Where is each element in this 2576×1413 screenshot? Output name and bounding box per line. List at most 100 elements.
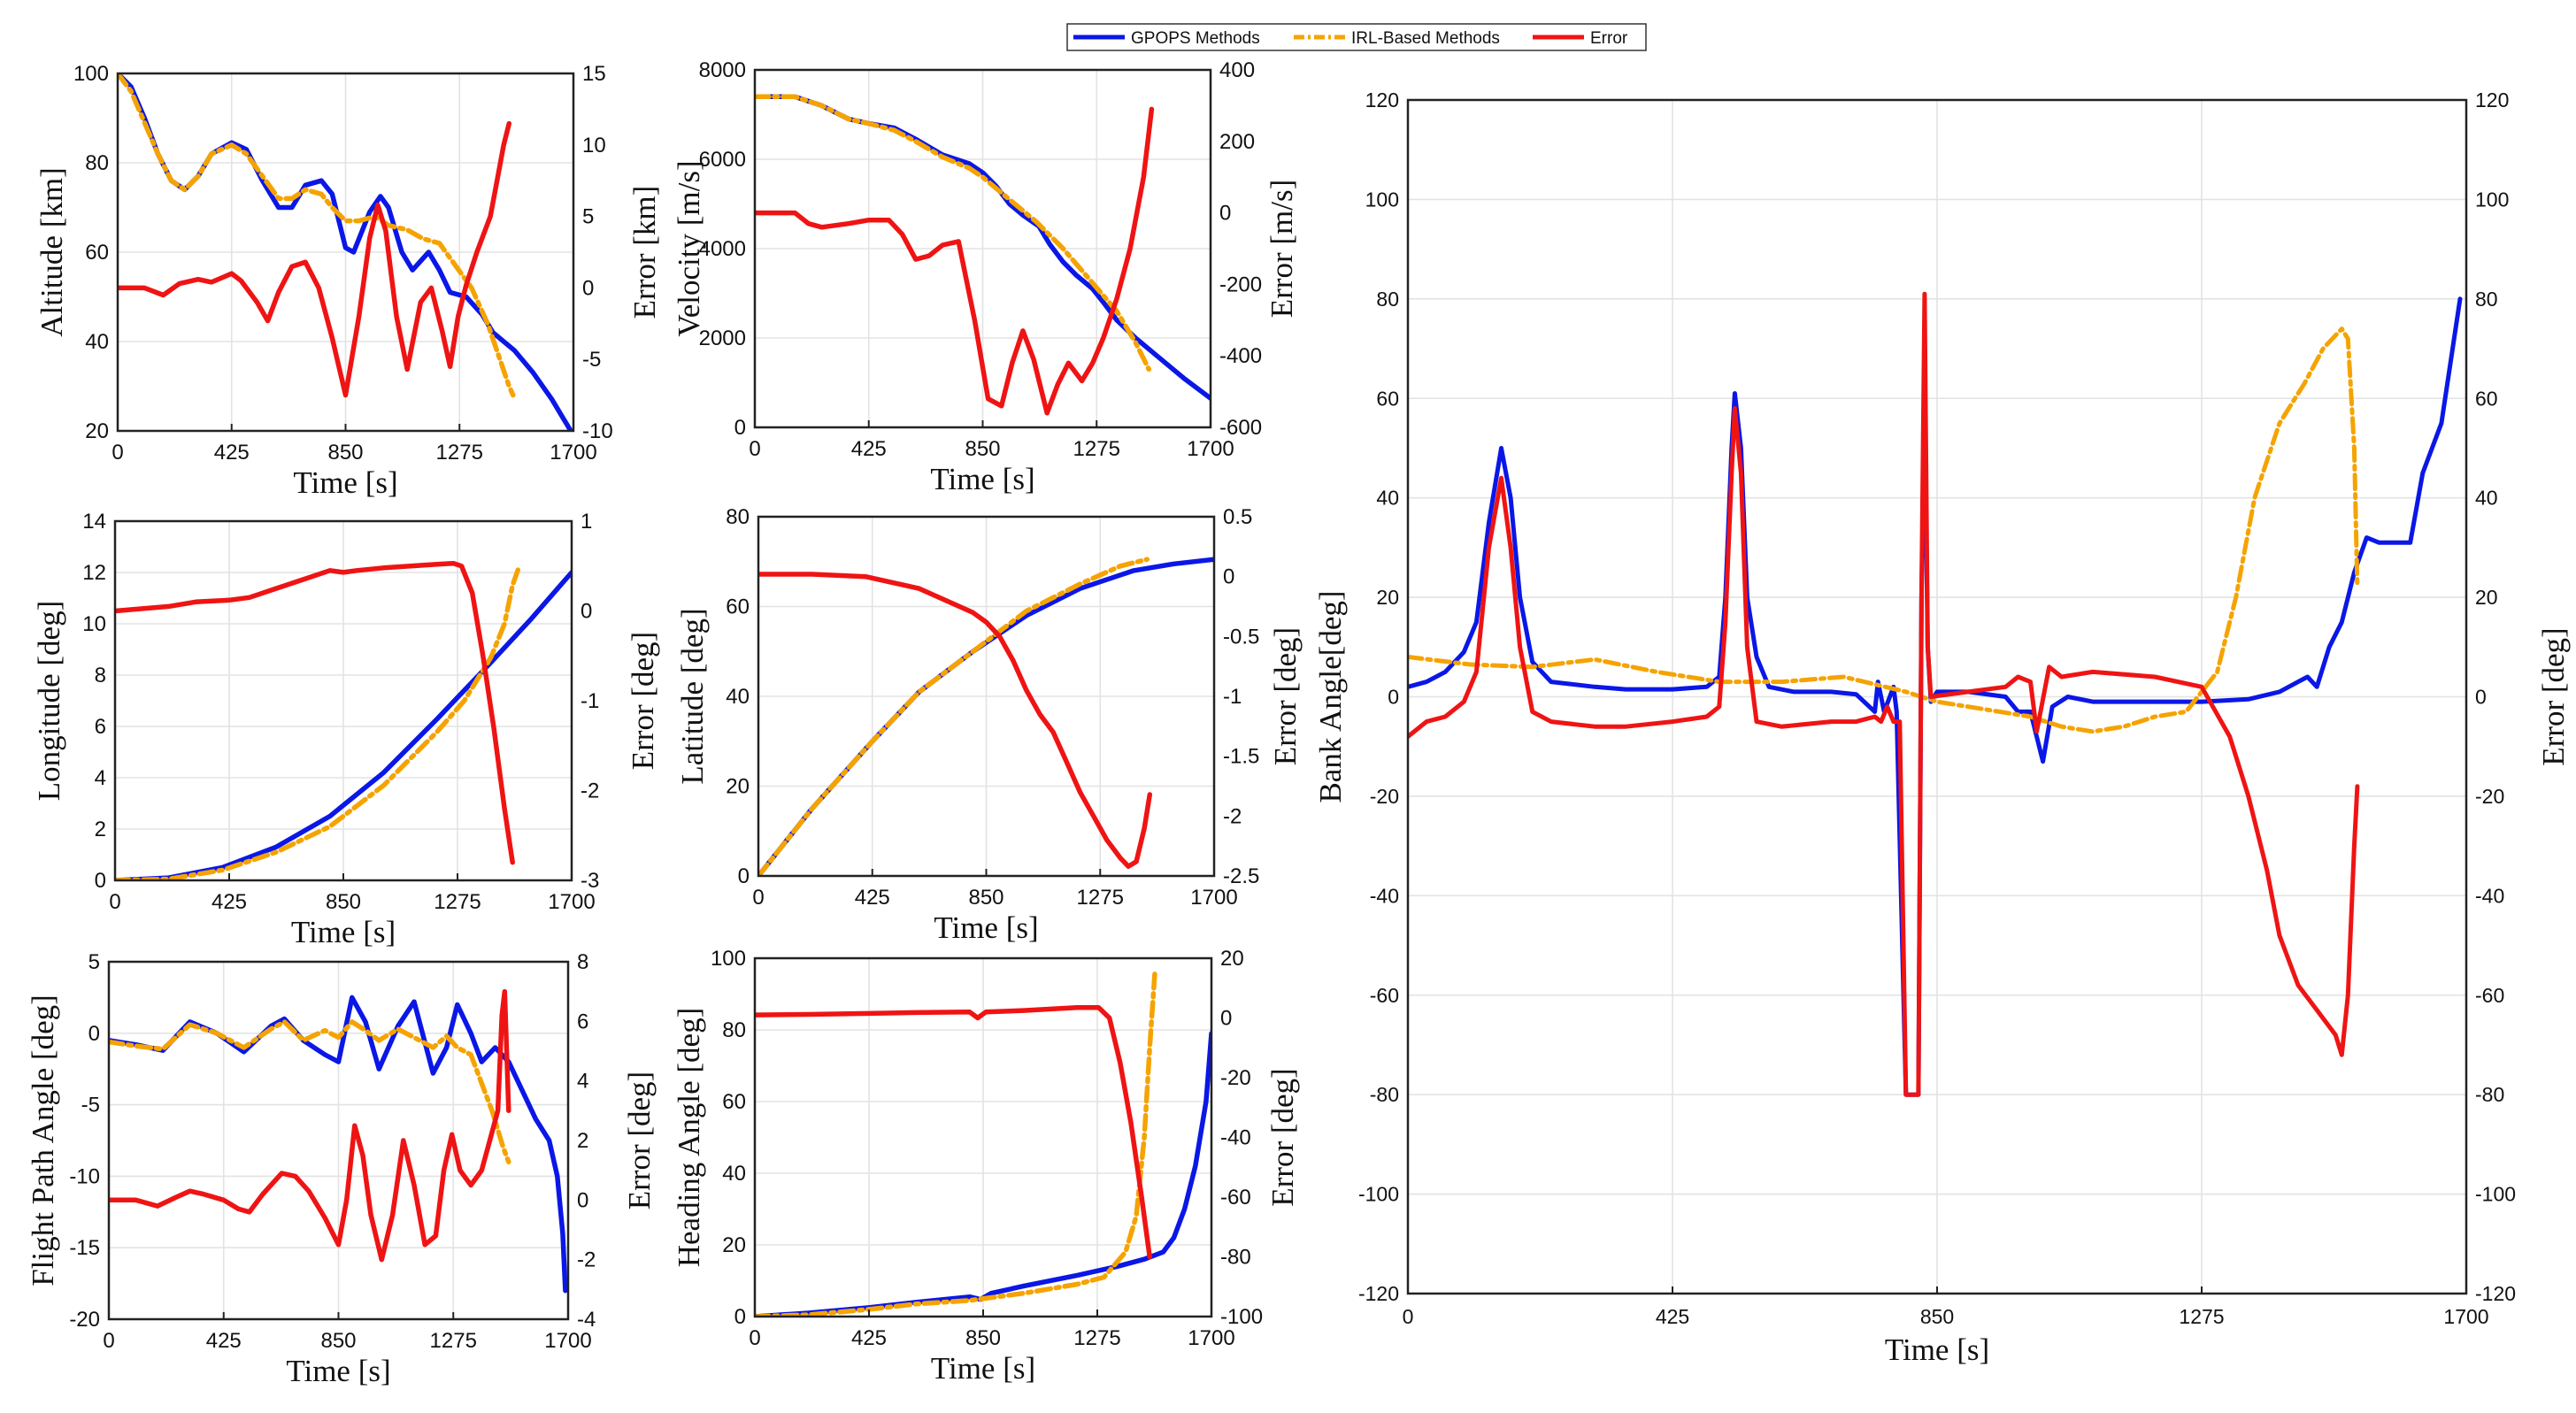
- series-irl-based-methods: [755, 966, 1158, 1317]
- y-tick-label: -10: [69, 1164, 100, 1188]
- series-gpops-methods: [115, 570, 572, 880]
- y2-tick-label: 100: [2475, 188, 2509, 211]
- series-error: [118, 120, 512, 398]
- y-tick-label: 6: [95, 715, 106, 739]
- y2-tick-label: 1: [581, 510, 592, 534]
- chart-altitude: 0 425 850 1275 1700 20 40 60 80 100 -10 -5 0 5 10 15 Tim…: [35, 62, 662, 500]
- y-tick-label: 0: [734, 1305, 746, 1329]
- chart-velocity: 0 425 850 1275 170002000400060008000-600-400…: [672, 58, 1299, 496]
- y-tick-label: 20: [722, 1233, 746, 1257]
- y2-tick-label: -1: [581, 689, 599, 713]
- x-tick-label: 425: [1656, 1305, 1689, 1328]
- y2-tick-label: 200: [1219, 130, 1255, 154]
- series-error: [755, 106, 1155, 416]
- series-irl-based-methods: [758, 557, 1150, 876]
- y2-tick-label: -2.5: [1223, 864, 1259, 888]
- y2-tick-label: 120: [2475, 88, 2509, 111]
- y-tick-label: 80: [722, 1018, 746, 1042]
- y2-tick-label: 6: [577, 1010, 588, 1033]
- y-tick-label: 4000: [699, 237, 746, 261]
- x-tick-label: 425: [206, 1329, 242, 1353]
- y-tick-label: 60: [1376, 387, 1399, 410]
- x-tick-label: 850: [1920, 1305, 1954, 1328]
- y2-tick-label: -4: [577, 1308, 596, 1332]
- y2-tick-label: 5: [582, 205, 594, 229]
- x-tick-label: 0: [749, 437, 760, 461]
- chart-latitude: 0 425 850 1275 1700 0 20 40 60 80 -2.5 -2 -1.5 -1 -0.5…: [675, 505, 1303, 945]
- y-tick-label: 0: [95, 869, 106, 893]
- chart-bank-angle: 0 425 850 1275 1700-120-100-80-60-40-2002040…: [1313, 88, 2571, 1367]
- y2-tick-label: -80: [1220, 1246, 1251, 1270]
- y-tick-label: 60: [726, 595, 750, 619]
- y2-axis-title: Error [m/s]: [1265, 180, 1299, 318]
- y-tick-label: 4: [95, 766, 106, 790]
- x-tick-label: 0: [111, 441, 123, 465]
- y2-tick-label: -2: [1223, 804, 1242, 828]
- y-tick-label: 100: [73, 62, 109, 86]
- series-irl-based-methods: [109, 1019, 511, 1164]
- x-tick-label: 425: [855, 886, 890, 910]
- x-axis-title: Time [s]: [1885, 1332, 1989, 1367]
- y-tick-label: 14: [82, 510, 106, 534]
- y-tick-label: 8000: [699, 58, 746, 82]
- y2-tick-label: 400: [1219, 58, 1255, 82]
- x-tick-label: 1275: [436, 441, 483, 465]
- y2-tick-label: -200: [1219, 273, 1262, 296]
- x-tick-label: 0: [749, 1326, 760, 1350]
- y-tick-label: 60: [85, 241, 109, 265]
- x-axis-title: Time [s]: [934, 910, 1038, 945]
- y-tick-label: 40: [85, 330, 109, 354]
- y-tick-label: 0: [1388, 686, 1399, 709]
- y-tick-label: 40: [722, 1162, 746, 1186]
- x-tick-label: 1275: [434, 890, 481, 914]
- x-tick-label: 1275: [2179, 1305, 2224, 1328]
- series-gpops-methods: [109, 994, 568, 1294]
- x-tick-label: 1275: [1073, 1326, 1120, 1350]
- y-tick-label: 100: [711, 947, 746, 971]
- x-tick-label: 850: [965, 1326, 1001, 1350]
- x-tick-label: 425: [214, 441, 250, 465]
- y2-tick-label: 0: [582, 276, 594, 300]
- y-axis-title: Heading Angle [deg]: [672, 1008, 706, 1268]
- legend-label: GPOPS Methods: [1131, 29, 1260, 48]
- x-tick-label: 425: [851, 1326, 887, 1350]
- legend: GPOPS Methods IRL-Based Methods Error: [1066, 23, 1647, 51]
- x-axis-title: Time [s]: [293, 465, 397, 500]
- y-tick-label: 2000: [699, 326, 746, 350]
- x-tick-label: 1700: [1187, 437, 1234, 461]
- y2-tick-label: 0: [581, 600, 592, 624]
- y-tick-label: 20: [726, 775, 750, 799]
- y-tick-label: 6000: [699, 148, 746, 172]
- chart-flight-path-angle: 0 425 850 1275 1700-20-15-10-505-4-202468Tim…: [26, 950, 657, 1388]
- x-tick-label: 1700: [1190, 886, 1237, 910]
- x-tick-label: 425: [211, 890, 247, 914]
- y2-tick-label: -400: [1219, 344, 1262, 368]
- series-irl-based-methods: [1408, 326, 2360, 734]
- y-tick-label: -60: [1370, 984, 1399, 1007]
- x-tick-label: 425: [851, 437, 887, 461]
- y-tick-label: 80: [85, 151, 109, 175]
- y-tick-label: 8: [95, 664, 106, 687]
- y-tick-label: -40: [1370, 884, 1399, 907]
- y2-axis-title: Error [deg]: [1265, 1068, 1300, 1206]
- x-axis-title: Time [s]: [931, 1351, 1035, 1386]
- y2-tick-label: -5: [582, 348, 601, 372]
- y-tick-label: -80: [1370, 1083, 1399, 1106]
- y2-axis-title: Error [deg]: [1268, 627, 1303, 765]
- y2-tick-label: 0: [1223, 565, 1234, 589]
- y-tick-label: -20: [69, 1308, 100, 1332]
- y-tick-label: 10: [82, 612, 106, 636]
- y-tick-label: -20: [1370, 785, 1399, 808]
- y2-tick-label: 10: [582, 134, 606, 157]
- x-tick-label: 1275: [1077, 886, 1124, 910]
- x-tick-label: 0: [109, 890, 120, 914]
- y-tick-label: -5: [81, 1094, 100, 1117]
- y2-axis-title: Error [deg]: [622, 1071, 657, 1209]
- x-tick-label: 0: [103, 1329, 114, 1353]
- y2-axis-title: Error [deg]: [2536, 627, 2571, 765]
- y2-tick-label: 20: [2475, 586, 2498, 609]
- y-axis-title: Bank Angle[deg]: [1313, 590, 1348, 802]
- x-tick-label: 1700: [544, 1329, 591, 1353]
- series-error: [109, 988, 511, 1263]
- x-axis-title: Time [s]: [291, 915, 396, 949]
